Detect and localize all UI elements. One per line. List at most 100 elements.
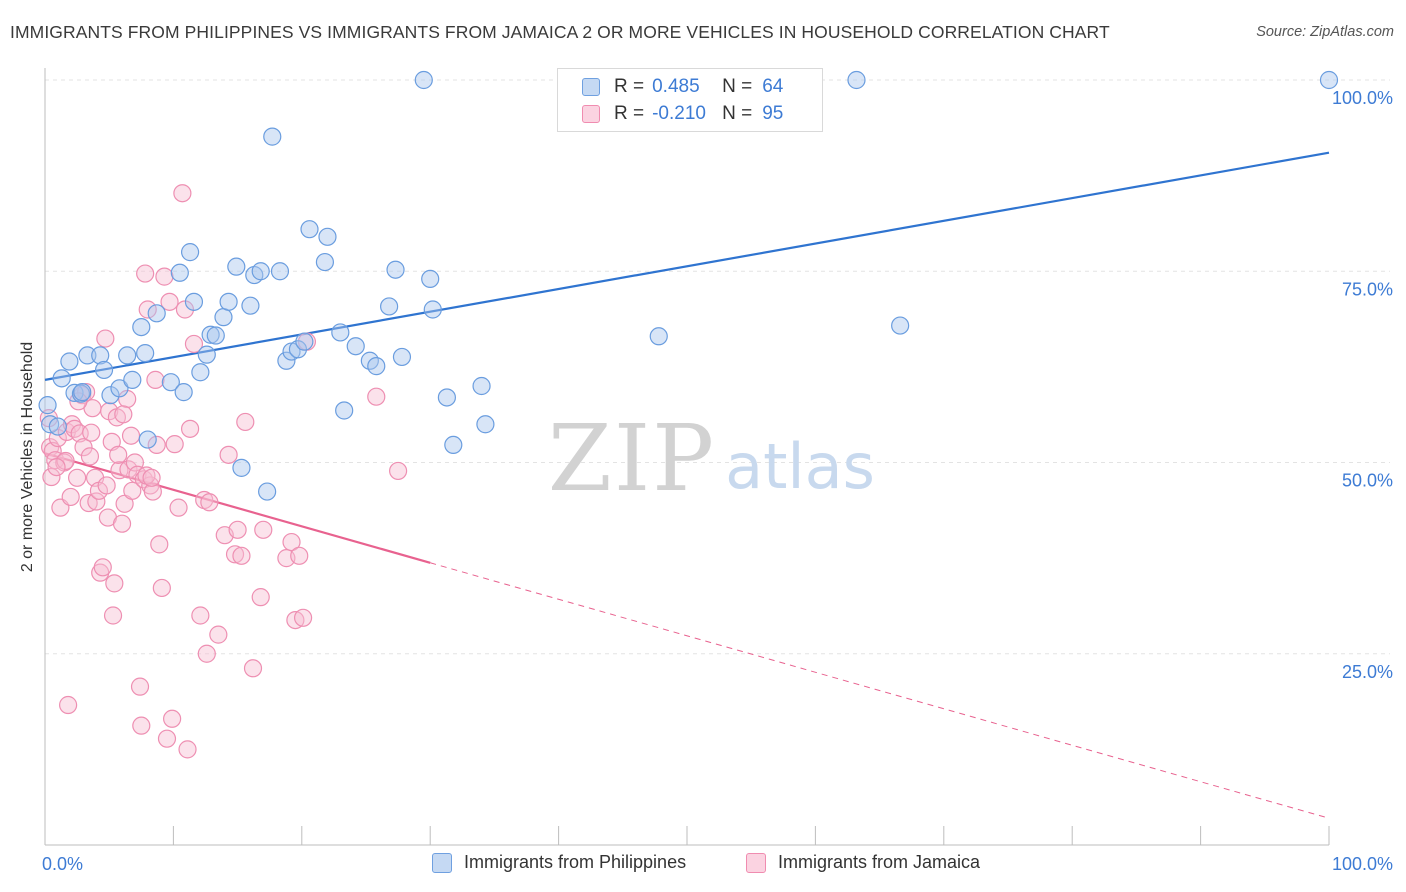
data-point-philippines — [38, 396, 57, 415]
data-point-jamaica — [136, 264, 155, 283]
data-point-jamaica — [80, 447, 100, 466]
gridlines — [45, 79, 1390, 655]
data-point-philippines — [123, 370, 142, 389]
data-point-philippines — [206, 326, 225, 345]
data-point-philippines — [73, 383, 92, 402]
data-point-jamaica — [93, 558, 112, 577]
data-point-jamaica — [42, 467, 61, 487]
legend-r-value: 0.485 — [652, 76, 700, 97]
data-point-philippines — [174, 383, 193, 402]
data-point-jamaica — [163, 709, 182, 728]
data-point-jamaica — [191, 606, 210, 625]
legend-n-label: N = — [722, 76, 753, 97]
legend-n-value: 95 — [762, 103, 784, 124]
data-point-jamaica — [152, 578, 171, 598]
data-point-jamaica — [142, 468, 161, 487]
data-point-philippines — [136, 344, 155, 363]
data-point-jamaica — [169, 498, 188, 517]
data-point-philippines — [421, 269, 440, 288]
data-point-philippines — [170, 263, 189, 282]
data-point-philippines — [101, 386, 120, 405]
data-point-philippines — [263, 127, 282, 146]
data-point-jamaica — [146, 370, 165, 389]
data-point-jamaica — [97, 476, 116, 495]
data-point-philippines — [118, 346, 137, 365]
legend-row-jamaica: R = -0.210 N = 95 — [582, 101, 783, 127]
data-point-philippines — [380, 297, 399, 316]
data-point-philippines — [476, 415, 495, 434]
watermark-zip: ZIP — [548, 405, 716, 512]
data-point-philippines — [335, 401, 354, 420]
data-point-jamaica — [165, 435, 184, 454]
data-point-jamaica — [74, 438, 93, 457]
source-label: Source: ZipAtlas.com — [1256, 24, 1394, 40]
legend-swatch-philippines — [582, 78, 600, 96]
data-point-jamaica — [225, 545, 245, 564]
data-point-jamaica — [147, 435, 166, 455]
data-point-philippines — [78, 346, 97, 365]
data-point-jamaica — [87, 492, 106, 511]
data-point-philippines — [423, 300, 442, 319]
data-point-philippines — [197, 345, 216, 364]
data-point-jamaica — [56, 451, 75, 471]
data-point-philippines — [147, 304, 166, 323]
data-point-philippines — [161, 373, 180, 392]
correlation-legend: R = 0.485 N = 64 R = -0.210 N = 95 — [557, 68, 823, 132]
data-point-philippines — [251, 262, 270, 281]
data-point-jamaica — [197, 644, 216, 663]
data-point-philippines — [386, 260, 405, 279]
data-point-jamaica — [160, 292, 179, 311]
data-point-philippines — [649, 327, 668, 346]
data-point-philippines — [138, 430, 157, 449]
data-point-jamaica — [219, 445, 238, 464]
data-point-philippines — [132, 317, 151, 337]
data-point-jamaica — [138, 300, 157, 319]
data-point-philippines — [52, 369, 71, 388]
watermark-atlas: atlas — [725, 430, 875, 503]
legend-swatch-jamaica — [582, 105, 600, 123]
data-point-philippines — [201, 325, 220, 344]
data-point-jamaica — [47, 457, 66, 477]
x-tick-label: 0.0% — [42, 854, 83, 874]
data-point-jamaica — [79, 493, 98, 513]
y-tick-label: 100.0% — [1332, 88, 1393, 108]
data-point-jamaica — [155, 267, 174, 286]
axes — [44, 68, 1330, 846]
data-point-philippines — [437, 388, 456, 407]
y-tick-label: 50.0% — [1342, 471, 1393, 491]
data-point-jamaica — [96, 329, 115, 348]
series-philippines-points — [38, 70, 1339, 501]
data-point-philippines — [367, 357, 386, 376]
data-point-philippines — [331, 323, 350, 342]
data-point-jamaica — [82, 423, 101, 442]
data-point-philippines — [318, 227, 337, 246]
data-point-jamaica — [290, 546, 309, 565]
data-point-philippines — [891, 316, 910, 335]
data-point-jamaica — [105, 574, 124, 593]
legend-n-label: N = — [722, 103, 753, 124]
data-point-jamaica — [132, 716, 151, 735]
bottom-legend-label-jamaica: Immigrants from Jamaica — [778, 852, 981, 872]
legend-r-label: R = — [614, 76, 645, 97]
data-point-philippines — [300, 220, 319, 239]
data-point-philippines — [227, 257, 246, 276]
data-point-philippines — [472, 376, 491, 396]
data-point-philippines — [180, 243, 200, 262]
data-point-jamaica — [293, 608, 313, 627]
x-tick-label: 100.0% — [1332, 854, 1393, 874]
data-point-philippines — [392, 347, 412, 367]
data-point-jamaica — [123, 481, 142, 500]
data-point-philippines — [270, 262, 290, 281]
data-point-jamaica — [200, 493, 219, 512]
data-point-philippines — [184, 292, 204, 311]
data-point-philippines — [277, 351, 296, 370]
data-point-jamaica — [178, 740, 197, 759]
data-point-jamaica — [367, 387, 386, 406]
data-point-jamaica — [228, 520, 247, 539]
data-point-jamaica — [114, 405, 133, 424]
data-point-jamaica — [150, 535, 169, 554]
data-point-philippines — [1319, 70, 1339, 90]
data-point-jamaica — [251, 588, 270, 607]
data-point-philippines — [232, 458, 251, 477]
